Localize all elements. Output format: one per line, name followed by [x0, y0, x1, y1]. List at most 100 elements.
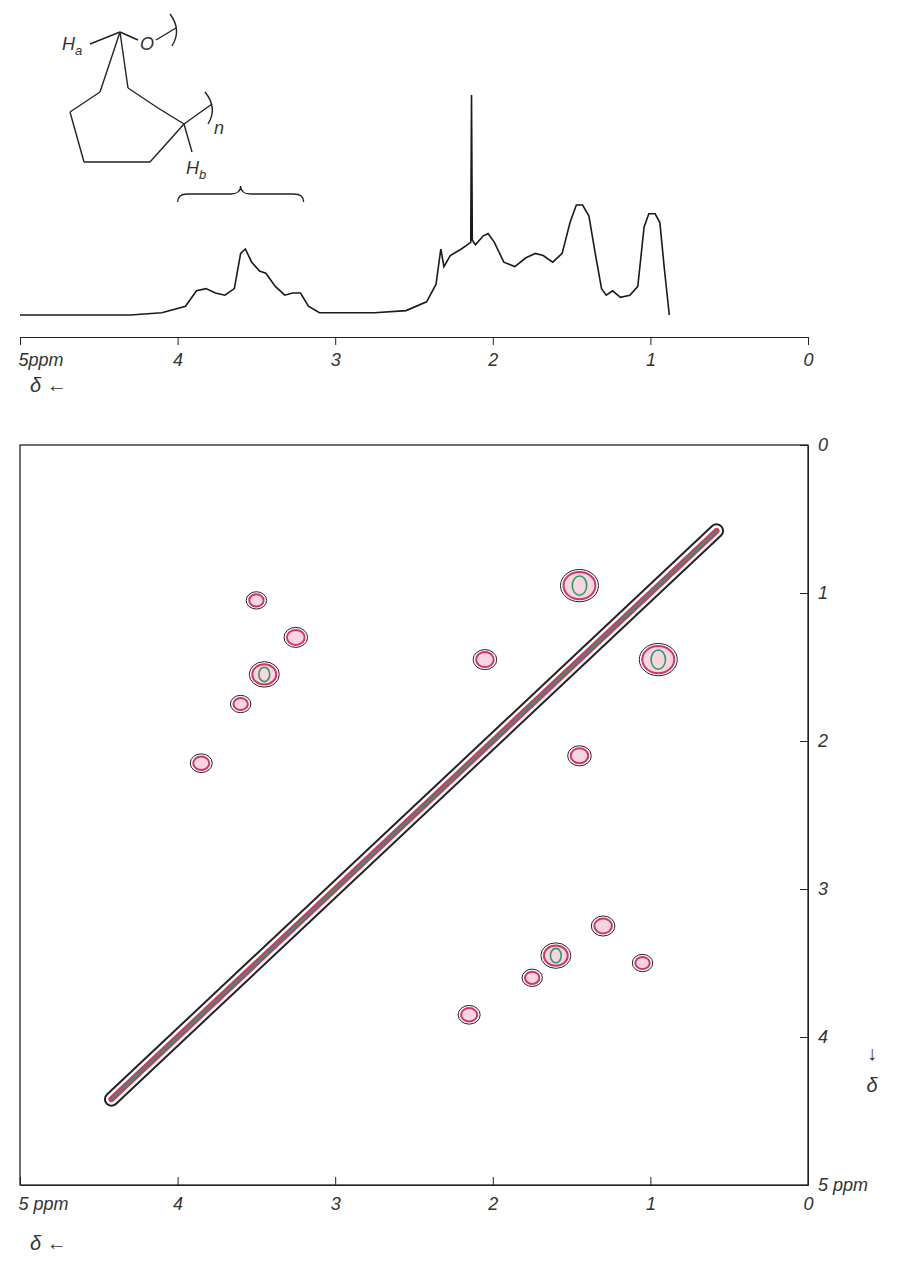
- tick-mark: [493, 337, 494, 345]
- tick-label: 3: [331, 1194, 341, 1214]
- tick: 2: [487, 337, 498, 370]
- cross-peak-outer: [568, 746, 592, 766]
- annotation: Hb: [186, 158, 206, 182]
- bond: [90, 32, 120, 44]
- tick-mark: [178, 1177, 179, 1185]
- tick-mark: [800, 889, 808, 890]
- tick-mark: [493, 1177, 494, 1185]
- bond: [158, 108, 184, 124]
- polymer-bracket: [205, 92, 212, 124]
- polymer-bracket: [170, 14, 177, 46]
- cross-peak: [642, 646, 674, 673]
- tick-mark: [650, 337, 651, 345]
- cross-peak: [233, 698, 247, 710]
- cross-peak: [594, 919, 612, 934]
- bond: [156, 28, 176, 40]
- tick: 0: [803, 337, 813, 370]
- tick-label: 0: [803, 350, 813, 370]
- bond: [70, 92, 100, 112]
- tick-label: 2: [817, 731, 828, 751]
- cross-peak-outer: [190, 754, 212, 773]
- spectrum-line: [20, 95, 669, 315]
- bond: [120, 32, 138, 40]
- tick: 1: [646, 1177, 656, 1214]
- cross-peak-outer: [522, 969, 542, 986]
- cross-peak: [252, 664, 276, 684]
- tick: 3: [331, 337, 341, 370]
- plot-frame: [20, 445, 808, 1185]
- tick: 4: [800, 1027, 828, 1047]
- plot-area: [111, 531, 716, 1099]
- tick: 5ppm: [19, 337, 64, 370]
- tick: 1: [800, 583, 828, 603]
- cross-peak-outer: [560, 569, 598, 601]
- tick: 0: [800, 435, 828, 455]
- annotation: Ha: [62, 34, 82, 58]
- axis: 0 1 2 3 4 5 ppm: [800, 435, 868, 1195]
- cross-peak-inner: [259, 667, 270, 681]
- cross-peak-outer: [249, 662, 279, 688]
- cross-peak: [287, 630, 305, 645]
- axis: 5 ppm43210: [19, 1177, 814, 1214]
- tick: 3: [800, 879, 828, 899]
- tick: 5 ppm: [800, 1175, 868, 1195]
- tick-label: 5ppm: [19, 350, 64, 370]
- cross-peak: [249, 594, 263, 606]
- tick-mark: [800, 1037, 808, 1038]
- annotation: O: [140, 34, 154, 54]
- bond: [150, 124, 184, 162]
- bond: [128, 88, 158, 108]
- cross-peak-outer: [632, 954, 652, 971]
- diagonal: [111, 531, 716, 1099]
- tick-mark: [20, 1177, 21, 1185]
- tick-label: 0: [803, 1194, 813, 1214]
- tick-label: 5 ppm: [19, 1194, 69, 1214]
- tick-label: 3: [818, 879, 828, 899]
- plot-area: [20, 95, 669, 315]
- cross-peak: [544, 945, 568, 965]
- cross-peak-inner: [572, 576, 586, 595]
- bracket: [178, 186, 304, 202]
- tick-mark: [800, 1185, 808, 1186]
- cross-peak-outer: [591, 916, 615, 936]
- tick-mark: [650, 1177, 651, 1185]
- axis-title: ↓δ: [866, 1042, 878, 1096]
- tick-label: 5 ppm: [818, 1175, 868, 1195]
- tick-mark: [20, 337, 21, 345]
- cross-peak-inner: [550, 948, 561, 962]
- tick: 1: [646, 337, 656, 370]
- diagonal: [111, 531, 716, 1099]
- cross-peak: [635, 957, 649, 969]
- tick: 4: [173, 1177, 183, 1214]
- cross-peak: [571, 748, 589, 763]
- cross-peak-outer: [639, 643, 677, 675]
- tick-label: 4: [818, 1027, 828, 1047]
- tick-label: 1: [818, 583, 828, 603]
- cross-peak: [525, 972, 539, 984]
- cross-peak-outer: [246, 592, 266, 609]
- cross-peak: [461, 1008, 477, 1022]
- bond: [120, 32, 128, 88]
- bond: [184, 104, 212, 124]
- axis-line: [808, 446, 809, 1186]
- axis-line: [21, 1185, 809, 1186]
- axis-line: [21, 337, 809, 338]
- structure: [70, 14, 212, 162]
- tick-label: 4: [173, 1194, 183, 1214]
- cross-peak-outer: [473, 650, 497, 670]
- tick-label: 4: [173, 350, 183, 370]
- tick-mark: [808, 337, 809, 345]
- axis-title: δ ←: [30, 1232, 67, 1254]
- tick-label: 1: [646, 350, 656, 370]
- tick: 2: [800, 731, 828, 751]
- tick-label: 3: [331, 350, 341, 370]
- figure: HaOHbn5ppm43210δ ←5 ppm43210012345 ppmδ …: [0, 0, 897, 1275]
- tick-mark: [335, 337, 336, 345]
- tick-label: 2: [487, 350, 498, 370]
- cross-peak-outer: [541, 943, 571, 969]
- cross-peak-outer: [230, 695, 250, 712]
- cross-peak-inner: [651, 650, 665, 669]
- tick-mark: [800, 741, 808, 742]
- annotation: n: [214, 118, 224, 138]
- cross-peak: [193, 756, 209, 770]
